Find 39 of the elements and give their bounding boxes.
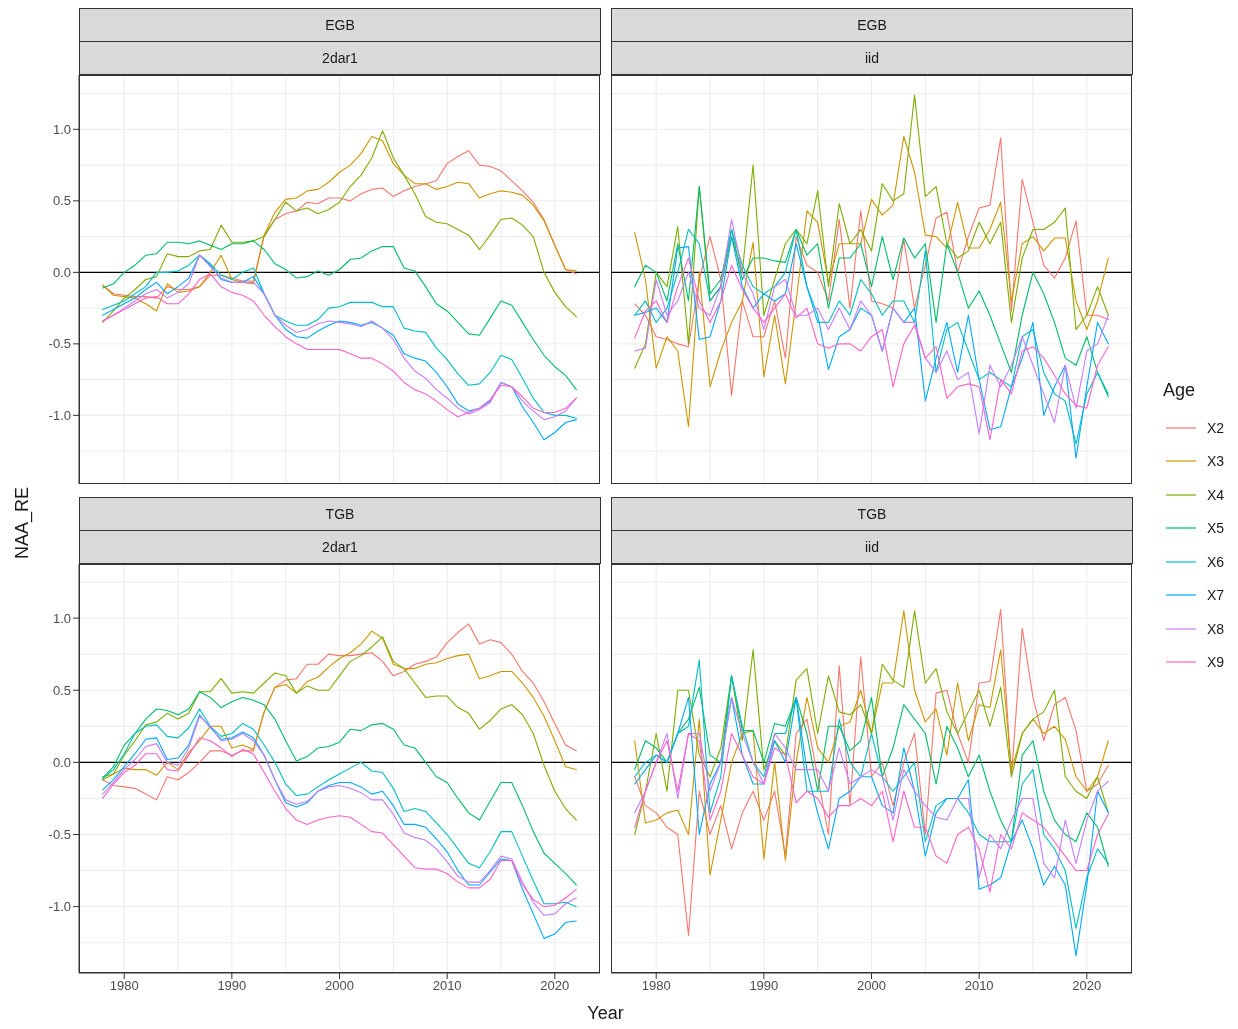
y-tick-label: 1.0 [52, 121, 71, 137]
legend-label: X7 [1207, 587, 1225, 604]
x-tick-label: 2000 [325, 978, 354, 994]
legend-label: X3 [1207, 453, 1225, 470]
x-tick-label: 2010 [432, 978, 462, 994]
chart-title: TGB [325, 506, 355, 522]
chart-subtitle: iid [864, 50, 879, 66]
x-tick-label: 1990 [749, 978, 779, 994]
legend-label: X8 [1207, 620, 1225, 637]
y-axis-title: NAA_RE [11, 486, 33, 560]
legend-label: X6 [1207, 553, 1225, 570]
y-tick-label: 1.0 [52, 610, 71, 626]
y-tick-label: 0.0 [52, 264, 71, 280]
legend-label: X4 [1207, 486, 1225, 503]
x-tick-label: 1990 [217, 978, 247, 994]
chart-subtitle: iid [864, 539, 879, 555]
y-tick-label: 0.5 [52, 682, 71, 698]
y-tick-label: -1.0 [48, 899, 71, 915]
y-tick-label: -0.5 [48, 827, 71, 843]
chart-title: EGB [325, 17, 355, 33]
y-tick-label: 0.0 [52, 754, 71, 770]
x-tick-label: 2000 [857, 978, 886, 994]
y-tick-label: -0.5 [48, 336, 71, 352]
legend-label: X9 [1207, 654, 1225, 671]
x-tick-label: 2010 [964, 978, 994, 994]
chart-subtitle: 2dar1 [322, 50, 358, 66]
x-tick-label: 2020 [1072, 978, 1102, 994]
chart-title: TGB [857, 506, 887, 522]
x-tick-label: 1980 [641, 978, 671, 994]
y-tick-label: -1.0 [48, 407, 71, 423]
x-axis-title: Year [586, 1003, 625, 1024]
chart-title: EGB [857, 17, 887, 33]
legend-title: Age [1163, 380, 1197, 401]
legend-label: X5 [1207, 520, 1225, 537]
x-tick-label: 2020 [540, 978, 570, 994]
chart-subtitle: 2dar1 [322, 539, 358, 555]
y-tick-label: 0.5 [52, 193, 71, 209]
legend-label: X2 [1207, 419, 1225, 436]
x-tick-label: 1980 [109, 978, 139, 994]
